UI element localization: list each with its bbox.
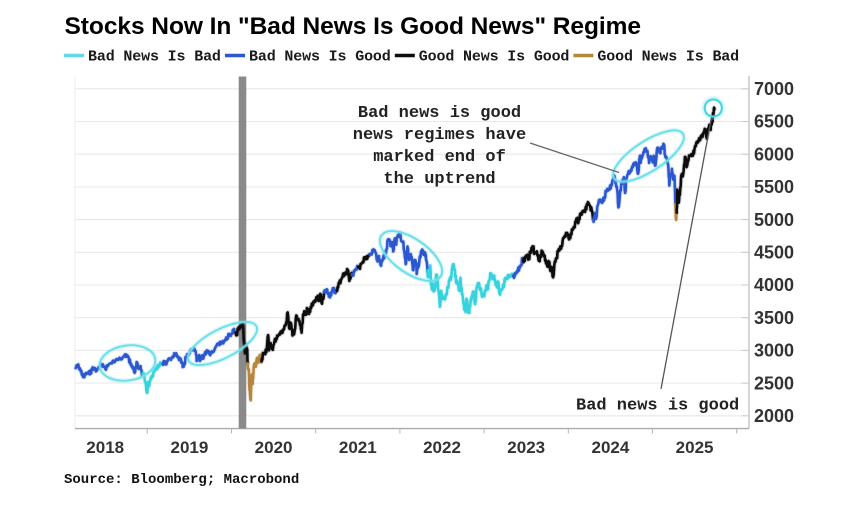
svg-text:Bad News Is Bad: Bad News Is Bad <box>88 49 221 66</box>
svg-text:4500: 4500 <box>754 243 794 263</box>
svg-text:6000: 6000 <box>754 144 794 164</box>
svg-text:Bad news is good: Bad news is good <box>358 104 521 123</box>
svg-text:2500: 2500 <box>754 373 794 393</box>
svg-text:Good News Is Bad: Good News Is Bad <box>597 49 739 66</box>
svg-text:3500: 3500 <box>754 308 794 328</box>
svg-text:2024: 2024 <box>591 438 629 457</box>
svg-text:Source: Bloomberg; Macrobond: Source: Bloomberg; Macrobond <box>64 472 299 488</box>
svg-text:2025: 2025 <box>676 438 714 457</box>
svg-text:2022: 2022 <box>423 438 461 457</box>
svg-text:5000: 5000 <box>754 210 794 230</box>
svg-text:2021: 2021 <box>339 438 377 457</box>
svg-text:2020: 2020 <box>255 438 293 457</box>
svg-text:3000: 3000 <box>754 341 794 361</box>
svg-text:2018: 2018 <box>86 438 124 457</box>
svg-text:7000: 7000 <box>754 79 794 99</box>
svg-text:news regimes have: news regimes have <box>353 126 526 145</box>
svg-text:marked end of: marked end of <box>373 148 506 167</box>
svg-text:2019: 2019 <box>170 438 208 457</box>
svg-text:2000: 2000 <box>754 406 794 426</box>
svg-text:2023: 2023 <box>507 438 545 457</box>
svg-text:5500: 5500 <box>754 177 794 197</box>
svg-text:Stocks Now In "Bad News Is Goo: Stocks Now In "Bad News Is Good News" Re… <box>65 13 642 40</box>
svg-text:Bad news is good: Bad news is good <box>576 397 739 416</box>
svg-text:Good News Is Good: Good News Is Good <box>419 49 569 66</box>
svg-text:6500: 6500 <box>754 112 794 132</box>
svg-text:4000: 4000 <box>754 275 794 295</box>
svg-text:Bad News Is Good: Bad News Is Good <box>249 49 391 66</box>
svg-text:the uptrend: the uptrend <box>383 170 495 189</box>
